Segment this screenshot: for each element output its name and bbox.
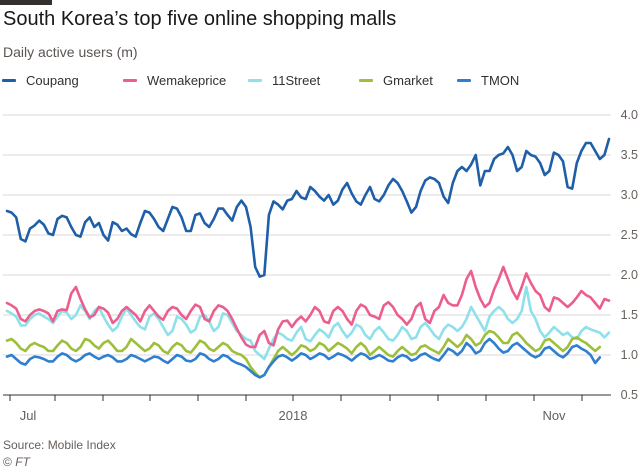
chart-subtitle: Daily active users (m) xyxy=(3,44,138,60)
series-line-gmarket xyxy=(5,329,602,379)
legend-swatch xyxy=(123,79,137,82)
legend-label: Coupang xyxy=(26,73,79,88)
copyright-symbol: © xyxy=(3,455,12,469)
y-tick-label: 0.5 xyxy=(621,388,638,402)
y-tick-label: 2.0 xyxy=(621,268,638,282)
legend-label: TMON xyxy=(481,73,520,88)
y-tick-label: 1.0 xyxy=(621,348,638,362)
legend-swatch xyxy=(457,79,471,82)
x-tick-label: 2018 xyxy=(279,408,308,423)
chart-legend: Coupang Wemakeprice 11Street Gmarket TMON xyxy=(2,73,632,91)
y-tick-label: 2.5 xyxy=(621,228,638,242)
legend-item-11street: 11Street xyxy=(248,73,320,88)
series-line-wemakeprice xyxy=(5,265,611,349)
legend-item-gmarket: Gmarket xyxy=(359,73,433,88)
ft-logo-text: FT xyxy=(15,455,30,469)
series-line-11street xyxy=(5,285,611,361)
legend-item-wemakeprice: Wemakeprice xyxy=(123,73,226,88)
y-tick-label: 4.0 xyxy=(621,108,638,122)
y-tick-label: 1.5 xyxy=(621,308,638,322)
legend-label: Wemakeprice xyxy=(147,73,227,88)
series-line-coupang xyxy=(5,137,611,278)
y-tick-label: 3.5 xyxy=(621,148,638,162)
legend-swatch xyxy=(2,79,16,82)
legend-item-coupang: Coupang xyxy=(2,73,79,88)
line-chart: 0.5 1.0 1.5 2.0 2.5 3.0 3.5 4.0 Jul 2018 Nov xyxy=(3,108,638,423)
legend-item-tmon: TMON xyxy=(457,73,519,88)
chart-title: South Korea’s top five online shopping m… xyxy=(3,8,397,30)
series-line-tmon xyxy=(5,337,602,379)
source-note: Source: Mobile Index xyxy=(3,438,116,452)
ft-top-rule xyxy=(0,0,52,5)
legend-label: 11Street xyxy=(272,73,321,88)
x-tick-label: Nov xyxy=(542,408,566,423)
ft-brand: © FT xyxy=(3,455,30,469)
legend-swatch xyxy=(359,79,373,82)
y-tick-label: 3.0 xyxy=(621,188,638,202)
x-tick-label: Jul xyxy=(20,408,37,423)
legend-label: Gmarket xyxy=(383,73,433,88)
legend-swatch xyxy=(248,79,262,82)
